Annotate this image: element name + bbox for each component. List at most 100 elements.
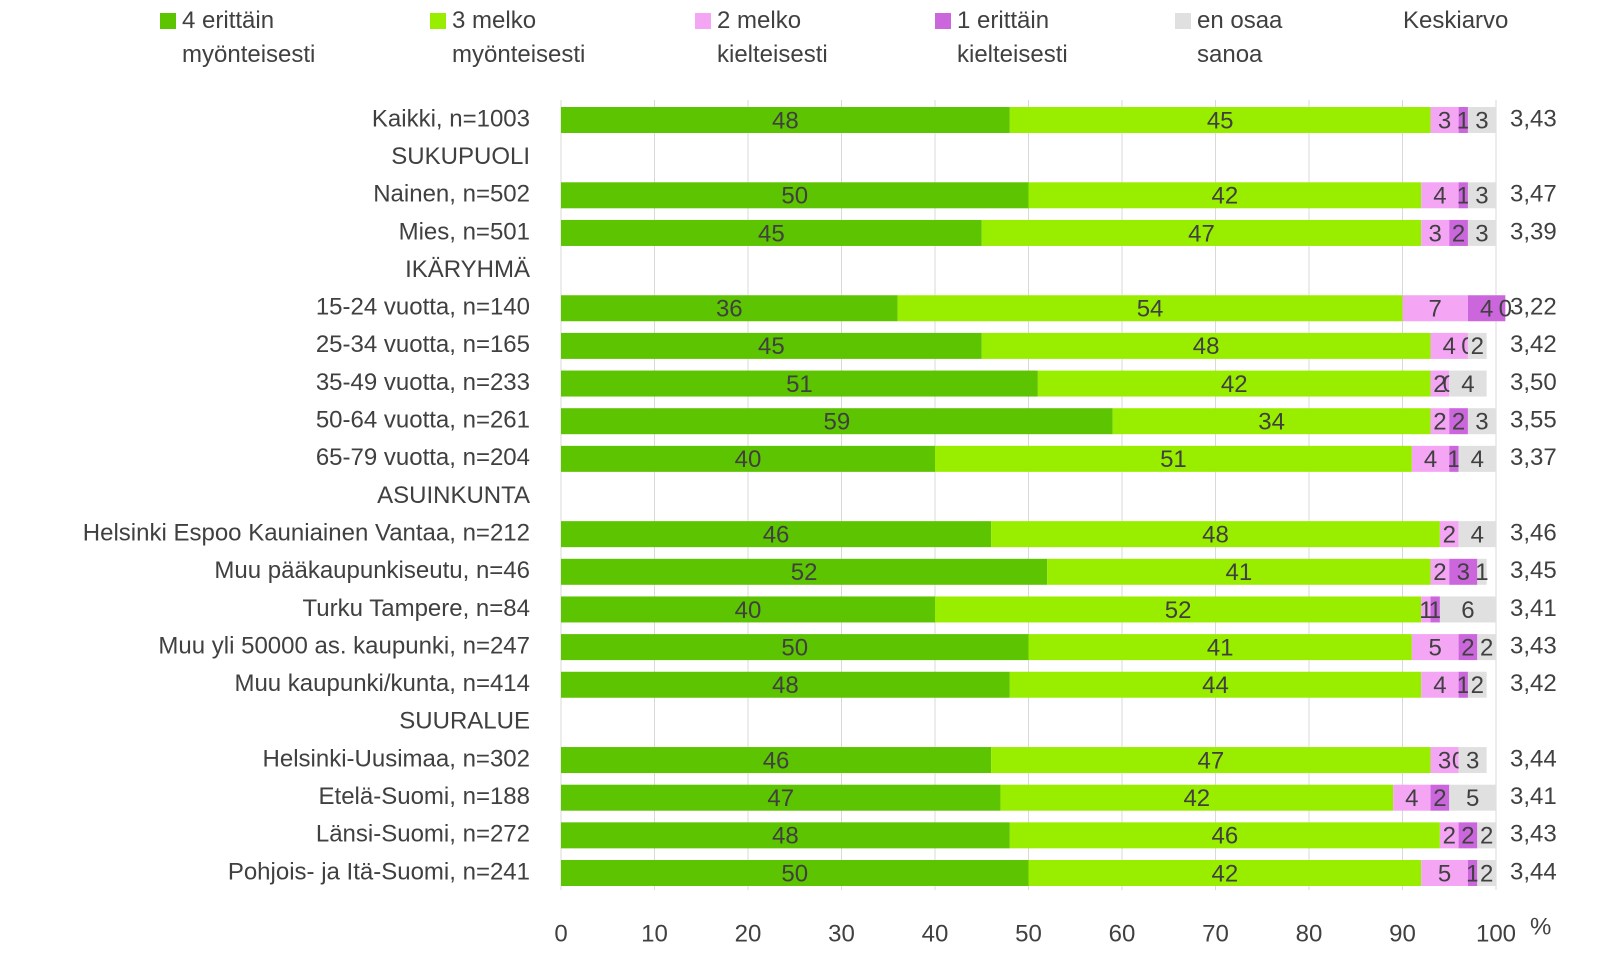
data-label: 4 xyxy=(1480,296,1493,323)
legend-item: 4 erittäin myönteisesti xyxy=(160,4,372,72)
mean-label: 3,39 xyxy=(1510,218,1557,245)
mean-label: 3,41 xyxy=(1510,595,1557,622)
mean-label: 3,43 xyxy=(1510,632,1557,659)
data-label: 2 xyxy=(1433,371,1446,398)
bar-segment xyxy=(1477,558,1487,585)
data-label: 4 xyxy=(1461,371,1474,398)
data-label: 51 xyxy=(1160,446,1187,473)
data-label: 1 xyxy=(1447,446,1460,473)
mean-label: 3,50 xyxy=(1510,369,1557,396)
bar-segment xyxy=(1449,219,1468,246)
data-label: 2 xyxy=(1480,634,1493,661)
bar-segment xyxy=(1467,408,1496,435)
x-axis-label: % xyxy=(1530,913,1551,940)
data-label: 51 xyxy=(786,371,813,398)
bar-segment xyxy=(981,219,1422,246)
data-label: 3 xyxy=(1475,183,1488,210)
data-label: 40 xyxy=(735,446,762,473)
bar-segment xyxy=(1477,860,1496,886)
bar-segment xyxy=(1458,182,1468,209)
data-label: 5 xyxy=(1466,785,1479,812)
data-label: 34 xyxy=(1258,409,1285,436)
bar-segment xyxy=(935,445,1412,472)
bar-segment xyxy=(561,295,898,322)
data-label: 2 xyxy=(1452,220,1465,247)
x-tick-label: 10 xyxy=(641,920,668,947)
bar-segment xyxy=(1467,182,1496,209)
bar-segment xyxy=(1439,521,1459,548)
mean-label: 3,37 xyxy=(1510,444,1557,471)
data-label: 1 xyxy=(1457,183,1470,210)
legend-swatch xyxy=(1175,13,1191,29)
bar-segment xyxy=(1458,445,1496,472)
bar-segment xyxy=(1430,370,1450,397)
y-tick-label: 35-49 vuotta, n=233 xyxy=(316,369,530,396)
bar-segment xyxy=(897,295,1403,322)
bar-segment xyxy=(1439,596,1496,623)
legend-item: 3 melko myönteisesti xyxy=(430,4,642,72)
bar-segment xyxy=(1421,860,1468,886)
mean-label: 3,47 xyxy=(1510,181,1557,208)
mean-label: 3,46 xyxy=(1510,519,1557,546)
bar-segment xyxy=(1047,558,1431,585)
x-tick-label: 60 xyxy=(1109,920,1136,947)
y-tick-label: 25-34 vuotta, n=165 xyxy=(316,331,530,358)
bar-segment xyxy=(1421,219,1450,246)
data-label: 1 xyxy=(1419,597,1432,624)
x-tick-label: 50 xyxy=(1015,920,1042,947)
x-tick-label: 40 xyxy=(922,920,949,947)
data-label: 46 xyxy=(1211,823,1238,850)
bar-segment xyxy=(1430,596,1440,623)
data-label: 42 xyxy=(1221,371,1248,398)
x-tick-label: 70 xyxy=(1202,920,1229,947)
y-tick-label: Muu yli 50000 as. kaupunki, n=247 xyxy=(158,632,530,659)
bar-segment xyxy=(1449,558,1478,585)
data-label: 3 xyxy=(1438,107,1451,134)
data-label: 54 xyxy=(1137,296,1164,323)
data-label: 48 xyxy=(1193,333,1220,360)
mean-label: 3,43 xyxy=(1510,105,1557,132)
y-tick-label: Turku Tampere, n=84 xyxy=(303,595,530,622)
bar-segment xyxy=(561,596,935,623)
bar-segment xyxy=(1112,408,1431,435)
data-label: 4 xyxy=(1471,521,1484,548)
bar-segment xyxy=(1467,295,1506,322)
data-label: 46 xyxy=(763,747,790,774)
bar-segment xyxy=(1458,747,1487,774)
mean-label: 3,41 xyxy=(1510,783,1557,810)
bar-segment xyxy=(561,332,982,359)
data-label: 41 xyxy=(1226,559,1253,586)
mean-label: 3,42 xyxy=(1510,331,1557,358)
bar-segment xyxy=(1458,822,1478,849)
bar-segment xyxy=(1430,107,1459,133)
data-label: 3 xyxy=(1475,220,1488,247)
bar-segment xyxy=(561,370,1038,397)
data-label: 1 xyxy=(1466,860,1479,887)
y-tick-label: SUURALUE xyxy=(399,708,530,735)
data-label: 4 xyxy=(1471,446,1484,473)
y-tick-label: Länsi-Suomi, n=272 xyxy=(316,821,530,848)
bar-segment xyxy=(1421,671,1459,698)
bar-segment xyxy=(1467,860,1478,886)
data-label: 0 xyxy=(1499,296,1512,323)
bar-segment xyxy=(1467,219,1496,246)
data-label: 47 xyxy=(1197,747,1224,774)
data-label: 44 xyxy=(1202,672,1229,699)
data-label: 47 xyxy=(767,785,794,812)
data-label: 48 xyxy=(1202,521,1229,548)
data-label: 4 xyxy=(1443,333,1456,360)
bar-segment xyxy=(561,671,1010,698)
y-tick-label: Helsinki-Uusimaa, n=302 xyxy=(263,745,530,772)
data-label: 3 xyxy=(1466,747,1479,774)
bar-segment xyxy=(561,822,1010,849)
bar-segment xyxy=(1028,634,1412,661)
data-label: 2 xyxy=(1461,823,1474,850)
data-label: 4 xyxy=(1405,785,1418,812)
bar-segment xyxy=(561,219,982,246)
bar-segment xyxy=(1028,860,1422,886)
data-label: 2 xyxy=(1433,409,1446,436)
data-label: 52 xyxy=(791,559,818,586)
data-label: 1 xyxy=(1475,559,1488,586)
y-tick-label: Helsinki Espoo Kauniainen Vantaa, n=212 xyxy=(83,519,530,546)
bar-segment xyxy=(1477,822,1496,849)
